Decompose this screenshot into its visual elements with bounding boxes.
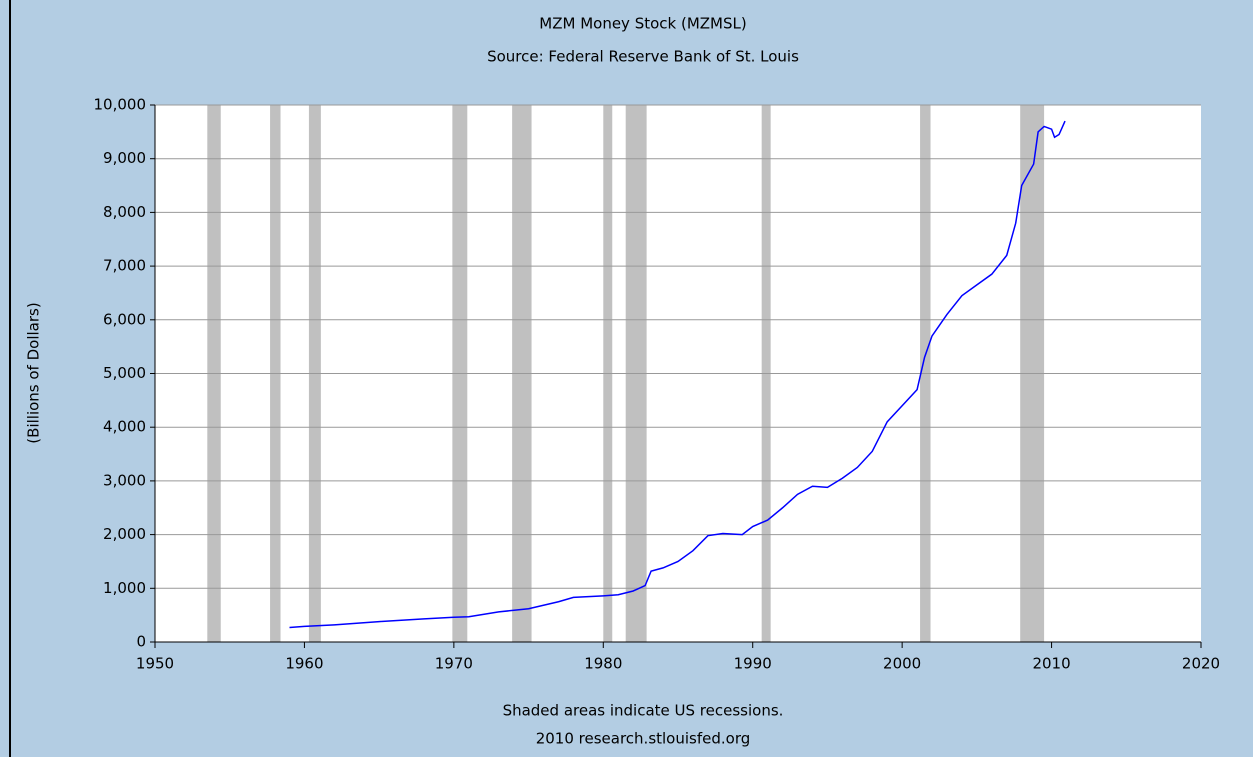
note: Shaded areas indicate US recessions. [503, 702, 784, 720]
x-tick-label: 1970 [435, 655, 473, 673]
y-tick-label: 9,000 [103, 149, 146, 167]
x-tick-label: 1960 [285, 655, 323, 673]
x-tick-label: 2010 [1032, 655, 1070, 673]
x-tick-label: 2020 [1182, 655, 1220, 673]
y-tick-label: 2,000 [103, 525, 146, 543]
y-tick-label: 3,000 [103, 471, 146, 489]
chart-subtitle: Source: Federal Reserve Bank of St. Loui… [487, 48, 799, 66]
x-tick-label: 1980 [584, 655, 622, 673]
y-axis-label: (Billions of Dollars) [25, 302, 43, 443]
x-tick-label: 2000 [883, 655, 921, 673]
x-tick-label: 1950 [136, 655, 174, 673]
chart-title: MZM Money Stock (MZMSL) [539, 15, 746, 33]
y-tick-label: 0 [136, 633, 146, 651]
y-tick-label: 1,000 [103, 579, 146, 597]
y-tick-label: 10,000 [94, 96, 147, 114]
y-tick-label: 8,000 [103, 203, 146, 221]
note: 2010 research.stlouisfed.org [536, 730, 751, 748]
y-tick-label: 6,000 [103, 310, 146, 328]
x-tick-label: 1990 [734, 655, 772, 673]
y-tick-label: 5,000 [103, 364, 146, 382]
y-tick-label: 4,000 [103, 418, 146, 436]
y-tick-label: 7,000 [103, 257, 146, 275]
series-line [289, 120, 1066, 629]
